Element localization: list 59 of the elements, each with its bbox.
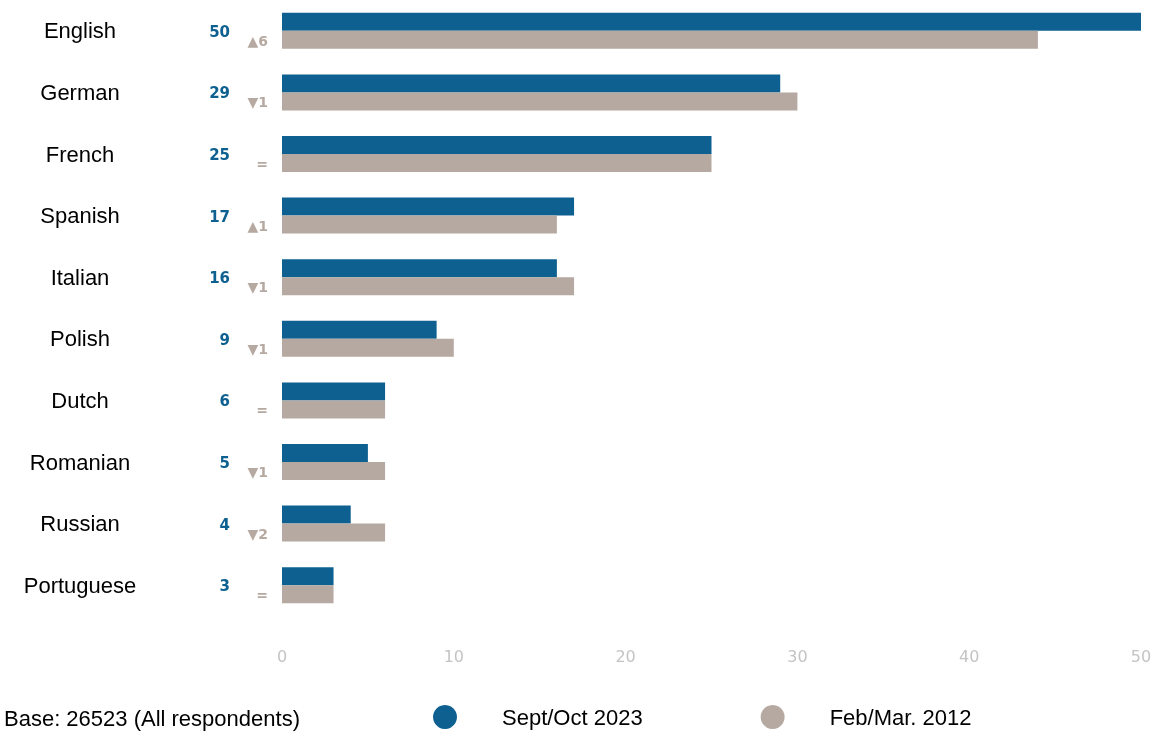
bar	[282, 12, 1141, 31]
bar	[282, 523, 386, 542]
data-label: 4	[219, 515, 230, 534]
data-label: 29	[209, 84, 230, 103]
x-tick-label: 0	[276, 646, 288, 666]
text: ▼1	[247, 279, 268, 296]
text: ▼2	[247, 525, 268, 542]
y-tick-label: French	[45, 141, 115, 167]
bar	[282, 462, 386, 480]
bar	[282, 382, 386, 401]
bar	[282, 30, 1038, 49]
text: ▼1	[247, 464, 268, 480]
text: ▼1	[247, 94, 268, 111]
x-tick-label: 30	[787, 646, 808, 666]
text: =	[256, 402, 268, 419]
y-tick-label: English	[43, 18, 117, 44]
bar	[282, 400, 386, 419]
data-label: 16	[209, 269, 230, 288]
data-label: 6	[219, 392, 230, 411]
data-label: 9	[219, 330, 230, 349]
data-label: 17	[209, 207, 230, 226]
bar	[282, 136, 712, 154]
bar	[282, 277, 575, 296]
text: Base: 26523 (All respondents)	[4, 705, 300, 731]
bar	[282, 154, 712, 172]
bar	[282, 215, 557, 234]
text: ▲1	[247, 217, 268, 234]
text: ▲6	[247, 32, 268, 49]
legend-label: Sept/Oct 2023	[502, 704, 643, 730]
bar	[282, 444, 368, 462]
text: =	[256, 587, 268, 604]
bar	[282, 259, 557, 278]
bar	[282, 567, 334, 586]
data-label: 3	[219, 577, 230, 596]
bar	[282, 92, 798, 111]
data-label: 50	[209, 22, 230, 41]
y-tick-label: Russian	[40, 511, 120, 537]
bar	[282, 320, 437, 339]
data-label: 25	[209, 146, 230, 164]
y-tick-label: Portuguese	[23, 572, 137, 598]
bar	[282, 505, 351, 524]
bar	[282, 74, 781, 93]
x-tick-label: 20	[615, 646, 636, 666]
bar	[282, 197, 575, 216]
data-label: 5	[219, 454, 230, 472]
bar	[282, 585, 334, 604]
x-tick-label: 50	[1130, 646, 1152, 666]
y-tick-label: Spanish	[40, 203, 120, 229]
legend-label: Feb/Mar. 2012	[829, 704, 972, 730]
x-tick-label: 10	[443, 646, 464, 666]
text: ▼1	[247, 340, 268, 357]
y-tick-label: Dutch	[51, 387, 109, 413]
y-tick-label: Romanian	[29, 449, 131, 475]
y-tick-label: German	[40, 79, 120, 105]
y-tick-label: Polish	[50, 326, 110, 352]
text: =	[256, 156, 268, 172]
bar	[282, 338, 454, 357]
y-tick-label: Italian	[50, 264, 110, 290]
x-tick-label: 40	[959, 646, 980, 666]
